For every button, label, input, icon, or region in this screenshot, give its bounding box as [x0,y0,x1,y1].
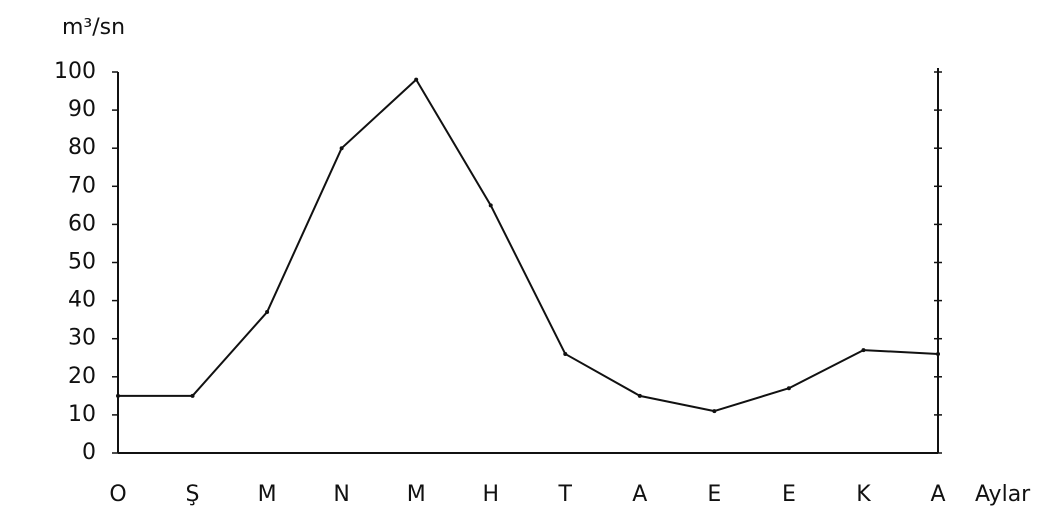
y-tick-label: 90 [68,97,96,122]
data-line [118,78,939,413]
x-tick-label: Ş [186,482,200,507]
x-tick-label: N [333,482,349,507]
y-tick-label: 40 [68,288,96,313]
y-axis-label: m³/sn [62,15,125,40]
data-point [116,393,120,398]
x-tick-label: A [632,482,647,507]
x-tick-label: M [258,482,277,507]
data-point [861,348,866,353]
data-point [488,203,493,208]
y-tick-label: 70 [68,173,96,198]
data-point [414,77,419,82]
y-tick-label: 0 [82,440,96,465]
y-tick-label: 60 [68,211,96,236]
x-tick-label: M [407,482,426,507]
x-tick-label: E [707,482,721,507]
data-point [712,409,717,414]
y-tick-label: 10 [68,402,96,427]
data-point [190,393,195,398]
data-point [265,310,270,315]
x-tick-label: T [558,482,573,507]
y-tick-label: 20 [68,364,96,389]
data-point [339,146,344,151]
data-point [786,386,791,391]
y-tick-label: 100 [54,59,96,84]
data-point [563,351,568,356]
x-tick-label: H [482,482,499,507]
x-tick-label: K [856,482,871,507]
x-axis-label: Aylar [975,482,1031,507]
x-tick-label: E [782,482,796,507]
x-tick-label: A [930,482,945,507]
y-tick-label: 30 [68,326,96,351]
data-point [936,351,940,356]
x-tick-label: O [109,482,126,507]
data-point [637,393,642,398]
y-tick-label: 50 [68,250,96,275]
y-tick-label: 80 [68,135,96,160]
